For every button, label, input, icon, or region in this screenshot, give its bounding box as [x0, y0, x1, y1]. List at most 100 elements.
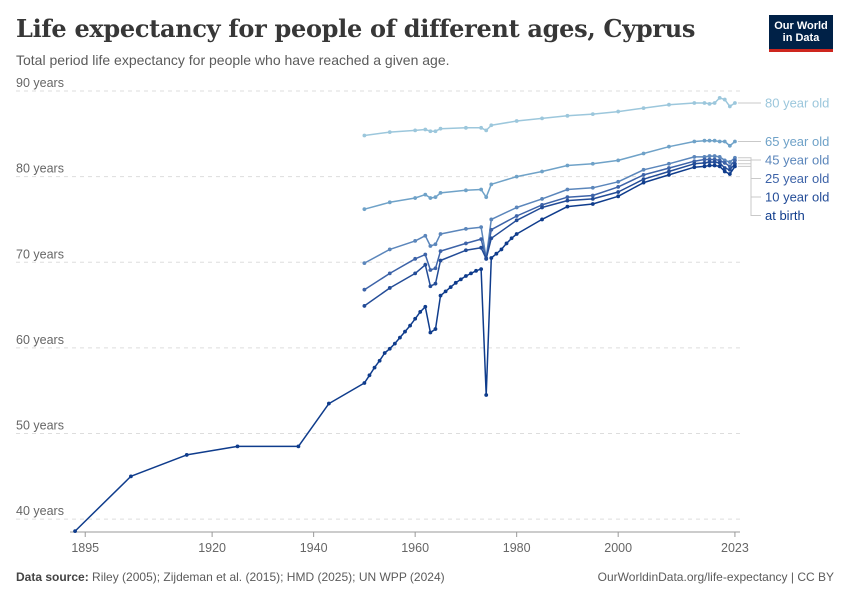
data-point [616, 190, 621, 194]
data-point [296, 444, 301, 449]
data-point [712, 163, 717, 168]
data-point [484, 256, 489, 261]
data-point [479, 237, 484, 242]
data-point [489, 182, 494, 187]
data-point [464, 125, 468, 130]
data-point [479, 245, 484, 250]
data-point [408, 323, 412, 328]
y-tick-label: 50 years [16, 419, 64, 433]
data-point [484, 128, 489, 133]
data-point [514, 174, 519, 179]
data-point [702, 157, 707, 162]
data-point [641, 173, 646, 177]
data-point [712, 138, 717, 143]
data-point [494, 251, 499, 256]
data-point [565, 195, 570, 200]
data-point [727, 172, 732, 176]
data-point [464, 248, 468, 253]
x-tick-label: 1960 [401, 541, 429, 555]
data-point [387, 200, 392, 205]
data-point [722, 166, 727, 170]
data-point [484, 195, 489, 200]
legend-label[interactable]: at birth [765, 208, 805, 223]
legend-connector [737, 165, 761, 217]
grid-lines [16, 90, 740, 520]
data-point [464, 226, 468, 231]
data-point [641, 151, 646, 156]
data-point [392, 341, 397, 346]
data-point [727, 104, 732, 109]
data-point [362, 381, 367, 385]
data-source-text[interactable]: Riley (2005); Zijdeman et al. (2015); HM… [92, 570, 445, 584]
data-point [387, 286, 392, 290]
data-point [499, 247, 504, 252]
data-point [438, 258, 443, 263]
data-point [692, 161, 697, 166]
data-point [590, 112, 595, 117]
data-point [413, 316, 418, 321]
logo-line-1: Our World [774, 20, 828, 32]
data-point [514, 214, 519, 218]
data-point [727, 167, 732, 172]
legend-label[interactable]: 45 year old [765, 153, 829, 168]
data-point [433, 266, 438, 271]
data-point [464, 241, 468, 246]
legend-label[interactable]: 65 year old [765, 134, 829, 149]
data-point [641, 177, 646, 182]
source-url[interactable]: OurWorldinData.org/life-expectancy | CC … [597, 570, 834, 584]
data-point [590, 202, 595, 206]
data-point [590, 193, 595, 198]
x-axis: 1895 1920 1940 1960 1980 2000 2023 [70, 531, 749, 555]
data-point [733, 139, 737, 144]
data-point [722, 169, 727, 174]
data-point [489, 123, 494, 128]
data-point [382, 351, 387, 355]
data-point [616, 185, 621, 189]
data-point [565, 113, 570, 118]
legend-connector [737, 159, 761, 180]
data-point [590, 161, 595, 166]
data-point [702, 161, 707, 165]
data-point [717, 164, 722, 169]
x-tick-label: 1895 [71, 541, 99, 555]
data-point [504, 241, 509, 246]
data-point [717, 95, 722, 100]
legend-label[interactable]: 25 year old [765, 171, 829, 186]
data-point [428, 129, 433, 134]
data-point [540, 205, 544, 210]
data-point [413, 128, 418, 133]
data-point [733, 158, 737, 163]
owid-logo[interactable]: Our World in Data [769, 15, 833, 52]
data-point [489, 217, 494, 222]
data-point [733, 164, 737, 169]
data-point [712, 154, 717, 158]
data-point [707, 154, 712, 158]
data-point [692, 101, 697, 105]
data-point [443, 289, 448, 294]
series-lines [73, 95, 737, 534]
data-point [514, 205, 519, 210]
page-title: Life expectancy for people of different … [16, 14, 696, 43]
data-point [565, 198, 570, 203]
data-point [707, 101, 712, 106]
series-line-65-year-old[interactable] [364, 139, 736, 210]
data-point [433, 129, 438, 134]
data-point [413, 271, 418, 276]
data-point [184, 453, 189, 457]
data-point [387, 346, 392, 351]
data-point [667, 166, 671, 170]
data-point [540, 169, 544, 174]
data-point [387, 271, 392, 276]
series-line-80-year-old[interactable] [364, 97, 736, 137]
data-point [641, 106, 646, 111]
legend-label[interactable]: 80 year old [765, 96, 829, 111]
series-line-10-year-old[interactable] [363, 161, 736, 307]
data-point [377, 358, 382, 363]
legend-label[interactable]: 10 year old [765, 190, 829, 205]
data-point [616, 179, 621, 184]
data-point [428, 268, 433, 272]
y-tick-label: 90 years [16, 76, 64, 90]
data-point [692, 139, 697, 144]
data-point [540, 196, 544, 201]
y-tick-label: 70 years [16, 247, 64, 261]
